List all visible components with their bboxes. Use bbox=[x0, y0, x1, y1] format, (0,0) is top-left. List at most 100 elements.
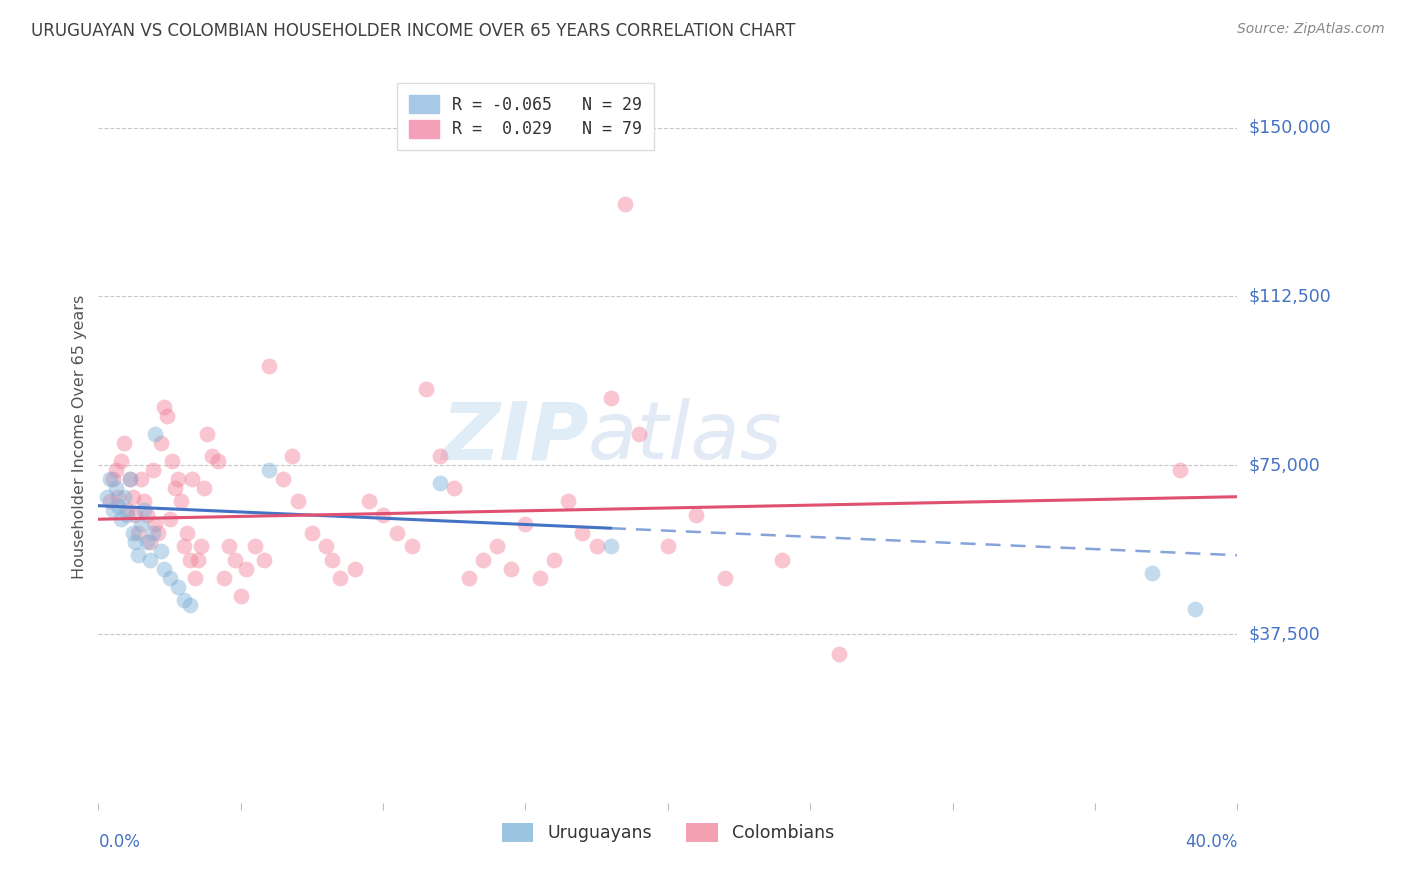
Point bbox=[387, 525, 409, 540]
Point bbox=[167, 472, 190, 486]
Point bbox=[141, 463, 163, 477]
Text: $75,000: $75,000 bbox=[1249, 456, 1320, 475]
Point bbox=[107, 499, 129, 513]
Point bbox=[124, 534, 146, 549]
Point bbox=[287, 494, 309, 508]
Point bbox=[98, 494, 121, 508]
Point bbox=[148, 525, 170, 540]
Point bbox=[457, 571, 479, 585]
Point bbox=[138, 553, 160, 567]
Point bbox=[486, 539, 509, 553]
Point bbox=[600, 391, 623, 405]
Point bbox=[141, 525, 163, 540]
Point bbox=[252, 553, 274, 567]
Point bbox=[107, 490, 129, 504]
Point bbox=[162, 453, 184, 467]
Point bbox=[373, 508, 395, 522]
Point bbox=[401, 539, 423, 553]
Point bbox=[159, 512, 181, 526]
Text: URUGUAYAN VS COLOMBIAN HOUSEHOLDER INCOME OVER 65 YEARS CORRELATION CHART: URUGUAYAN VS COLOMBIAN HOUSEHOLDER INCOM… bbox=[31, 22, 796, 40]
Point bbox=[321, 553, 343, 567]
Point bbox=[145, 426, 167, 441]
Point bbox=[501, 562, 523, 576]
Point bbox=[471, 553, 494, 567]
Point bbox=[110, 512, 132, 526]
Point bbox=[159, 571, 181, 585]
Point bbox=[357, 494, 380, 508]
Point bbox=[628, 426, 651, 441]
Point bbox=[150, 435, 173, 450]
Point bbox=[273, 472, 295, 486]
Point bbox=[150, 543, 173, 558]
Text: $112,500: $112,500 bbox=[1249, 287, 1331, 305]
Point bbox=[1170, 463, 1192, 477]
Point bbox=[195, 426, 218, 441]
Point bbox=[329, 571, 352, 585]
Point bbox=[145, 516, 167, 531]
Point bbox=[104, 463, 127, 477]
Point bbox=[129, 472, 152, 486]
Point bbox=[101, 503, 124, 517]
Point bbox=[243, 539, 266, 553]
Point bbox=[101, 472, 124, 486]
Point bbox=[121, 490, 143, 504]
Point bbox=[415, 382, 437, 396]
Y-axis label: Householder Income Over 65 years: Householder Income Over 65 years bbox=[72, 295, 87, 579]
Point bbox=[259, 463, 281, 477]
Point bbox=[115, 508, 138, 522]
Point bbox=[179, 553, 201, 567]
Point bbox=[115, 503, 138, 517]
Point bbox=[443, 481, 465, 495]
Point bbox=[167, 580, 190, 594]
Point bbox=[714, 571, 737, 585]
Point bbox=[429, 449, 451, 463]
Point bbox=[201, 449, 224, 463]
Point bbox=[224, 553, 246, 567]
Point bbox=[156, 409, 179, 423]
Point bbox=[127, 548, 149, 562]
Point bbox=[281, 449, 304, 463]
Point bbox=[190, 539, 212, 553]
Point bbox=[585, 539, 607, 553]
Text: ZIP: ZIP bbox=[440, 398, 588, 476]
Text: atlas: atlas bbox=[588, 398, 783, 476]
Point bbox=[184, 571, 207, 585]
Point bbox=[218, 539, 240, 553]
Point bbox=[193, 481, 215, 495]
Point bbox=[259, 359, 281, 374]
Point bbox=[685, 508, 707, 522]
Point bbox=[124, 508, 146, 522]
Point bbox=[173, 593, 195, 607]
Point bbox=[110, 453, 132, 467]
Point bbox=[1184, 602, 1206, 616]
Point bbox=[212, 571, 235, 585]
Point bbox=[179, 598, 201, 612]
Point bbox=[229, 589, 252, 603]
Point bbox=[657, 539, 679, 553]
Point bbox=[343, 562, 366, 576]
Point bbox=[614, 197, 637, 211]
Point bbox=[207, 453, 229, 467]
Point bbox=[173, 539, 195, 553]
Point bbox=[112, 435, 135, 450]
Point bbox=[153, 400, 176, 414]
Text: $150,000: $150,000 bbox=[1249, 119, 1331, 136]
Point bbox=[181, 472, 204, 486]
Point bbox=[132, 503, 155, 517]
Point bbox=[315, 539, 337, 553]
Point bbox=[118, 472, 141, 486]
Point bbox=[187, 553, 209, 567]
Point bbox=[127, 525, 149, 540]
Point bbox=[132, 494, 155, 508]
Point bbox=[301, 525, 323, 540]
Text: $37,500: $37,500 bbox=[1249, 625, 1320, 643]
Point bbox=[96, 490, 118, 504]
Point bbox=[543, 553, 565, 567]
Point bbox=[138, 534, 160, 549]
Text: 0.0%: 0.0% bbox=[98, 833, 141, 851]
Point bbox=[129, 516, 152, 531]
Text: Source: ZipAtlas.com: Source: ZipAtlas.com bbox=[1237, 22, 1385, 37]
Point bbox=[176, 525, 198, 540]
Point bbox=[770, 553, 793, 567]
Point bbox=[529, 571, 551, 585]
